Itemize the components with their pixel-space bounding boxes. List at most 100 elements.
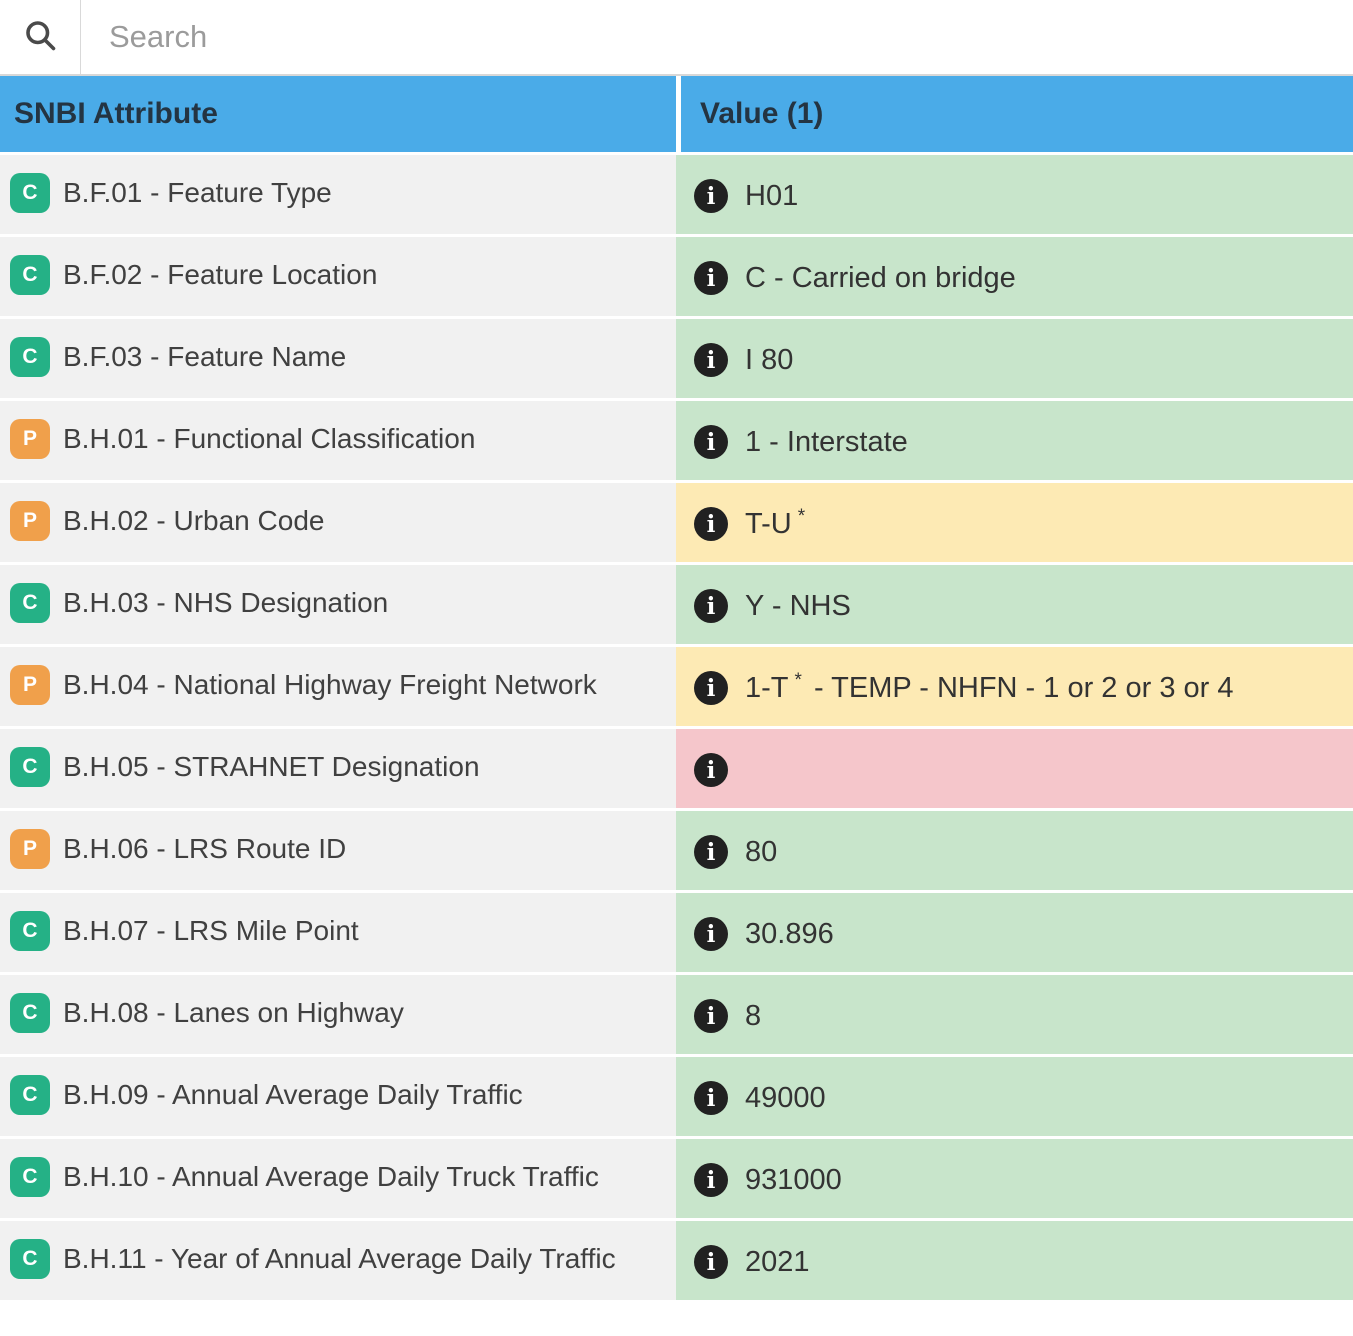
value-main: 1-T (745, 672, 789, 704)
value-main: H01 (745, 180, 799, 212)
value-main: 30.896 (745, 918, 834, 950)
attribute-label: B.H.10 - Annual Average Daily Truck Traf… (63, 1161, 599, 1192)
badge-c: C (10, 336, 50, 377)
badge-c: C (10, 910, 50, 951)
value-asterisk: * (794, 670, 802, 692)
table-row: C B.H.08 - Lanes on Highway i 8 (0, 972, 1353, 1054)
value-text: I 80 (745, 341, 793, 379)
attribute-cell: P B.H.04 - National Highway Freight Netwo… (0, 647, 676, 726)
badge-p: P (10, 828, 50, 869)
table-header: SNBI Attribute Value (1) (0, 76, 1353, 152)
info-icon[interactable]: i (694, 753, 728, 787)
attribute-cell: C B.H.03 - NHS Designation (0, 565, 676, 644)
value-text: 2021 (745, 1243, 810, 1281)
table-row: P B.H.02 - Urban Code i T-U * (0, 480, 1353, 562)
info-icon[interactable]: i (694, 1245, 728, 1279)
attribute-cell: C B.F.01 - Feature Type (0, 155, 676, 234)
attribute-cell: C B.F.02 - Feature Location (0, 237, 676, 316)
attribute-label: B.F.03 - Feature Name (63, 341, 347, 372)
value-main: T-U (745, 508, 792, 540)
badge-c: C (10, 746, 50, 787)
value-post: - TEMP - NHFN - 1 or 2 or 3 or 4 (805, 672, 1234, 704)
info-icon[interactable]: i (694, 343, 728, 377)
info-icon[interactable]: i (694, 671, 728, 705)
info-icon[interactable]: i (694, 507, 728, 541)
value-main: 8 (745, 1000, 762, 1032)
value-cell: i (676, 729, 1353, 808)
attribute-label: B.H.03 - NHS Designation (63, 587, 389, 618)
search-input[interactable] (81, 0, 1353, 74)
badge-p: P (10, 500, 50, 541)
value-cell: i 1-T * - TEMP - NHFN - 1 or 2 or 3 or 4 (676, 647, 1353, 726)
info-icon[interactable]: i (694, 1081, 728, 1115)
info-icon[interactable]: i (694, 425, 728, 459)
badge-c: C (10, 1238, 50, 1279)
info-icon[interactable]: i (694, 589, 728, 623)
info-icon[interactable]: i (694, 835, 728, 869)
value-text: 931000 (745, 1161, 842, 1199)
attribute-label: B.H.09 - Annual Average Daily Traffic (63, 1079, 523, 1110)
value-text: T-U * (745, 505, 809, 543)
value-cell: i T-U * (676, 483, 1353, 562)
value-main: 1 - Interstate (745, 426, 908, 458)
value-main: Y - NHS (745, 590, 851, 622)
info-icon[interactable]: i (694, 999, 728, 1033)
value-main: I 80 (745, 344, 794, 376)
attribute-cell: C B.H.11 - Year of Annual Average Daily T… (0, 1221, 676, 1300)
attribute-cell: C B.H.08 - Lanes on Highway (0, 975, 676, 1054)
value-text: H01 (745, 177, 798, 215)
attribute-cell: C B.H.07 - LRS Mile Point (0, 893, 676, 972)
table-row: C B.H.05 - STRAHNET Designation i (0, 726, 1353, 808)
attribute-label: B.F.02 - Feature Location (63, 259, 378, 290)
table-row: C B.F.02 - Feature Location i C - Carried… (0, 234, 1353, 316)
info-icon[interactable]: i (694, 1163, 728, 1197)
value-cell: i 931000 (676, 1139, 1353, 1218)
info-icon[interactable]: i (694, 917, 728, 951)
attribute-label: B.H.01 - Functional Classification (63, 423, 476, 454)
value-text: 80 (745, 833, 777, 871)
attribute-label: B.H.04 - National Highway Freight Networ… (63, 669, 597, 700)
search-bar (0, 0, 1353, 76)
attribute-label: B.H.06 - LRS Route ID (63, 833, 347, 864)
table-row: C B.F.01 - Feature Type i H01 (0, 152, 1353, 234)
badge-c: C (10, 254, 50, 295)
attribute-cell: C B.F.03 - Feature Name (0, 319, 676, 398)
badge-c: C (10, 1074, 50, 1115)
value-column-header: Value (1) (676, 76, 1353, 152)
badge-c: C (10, 992, 50, 1033)
table-row: C B.F.03 - Feature Name i I 80 (0, 316, 1353, 398)
value-text: 49000 (745, 1079, 826, 1117)
search-icon (22, 17, 58, 58)
badge-c: C (10, 172, 50, 213)
table-row: P B.H.06 - LRS Route ID i 80 (0, 808, 1353, 890)
value-main: 931000 (745, 1164, 842, 1196)
value-text: Y - NHS (745, 587, 851, 625)
table-row: C B.H.07 - LRS Mile Point i 30.896 (0, 890, 1353, 972)
info-icon[interactable]: i (694, 261, 728, 295)
value-cell: i 30.896 (676, 893, 1353, 972)
table-row: C B.H.09 - Annual Average Daily Traffic i… (0, 1054, 1353, 1136)
badge-c: C (10, 582, 50, 623)
value-main: 2021 (745, 1246, 810, 1278)
value-text: 1-T * - TEMP - NHFN - 1 or 2 or 3 or 4 (745, 669, 1234, 707)
attribute-label: B.H.07 - LRS Mile Point (63, 915, 359, 946)
value-cell: i 1 - Interstate (676, 401, 1353, 480)
table-row: P B.H.01 - Functional Classification i 1 … (0, 398, 1353, 480)
value-main: 49000 (745, 1082, 826, 1114)
attribute-label: B.H.11 - Year of Annual Average Daily Tr… (63, 1243, 616, 1274)
value-text: 8 (745, 997, 761, 1035)
badge-p: P (10, 664, 50, 705)
badge-p: P (10, 418, 50, 459)
attribute-label: B.H.02 - Urban Code (63, 505, 325, 536)
info-icon[interactable]: i (694, 179, 728, 213)
attribute-label: B.H.08 - Lanes on Highway (63, 997, 404, 1028)
attribute-label: B.H.05 - STRAHNET Designation (63, 751, 480, 782)
table-body: C B.F.01 - Feature Type i H01 C B.F.02 - F… (0, 152, 1353, 1300)
attribute-cell: P B.H.02 - Urban Code (0, 483, 676, 562)
search-icon-box (0, 0, 81, 74)
table-row: C B.H.10 - Annual Average Daily Truck Tra… (0, 1136, 1353, 1218)
value-cell: i 80 (676, 811, 1353, 890)
value-main: 80 (745, 836, 778, 868)
value-main: C - Carried on bridge (745, 262, 1016, 294)
